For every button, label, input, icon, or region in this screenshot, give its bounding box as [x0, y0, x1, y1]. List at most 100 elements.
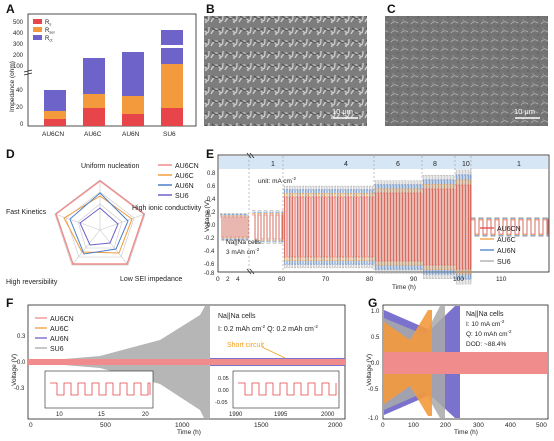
voltage-trace — [374, 192, 423, 262]
panel-label-e: E — [206, 147, 214, 161]
tick-f-x: 0 — [29, 422, 33, 429]
tick-g-y: -0.5 — [368, 387, 379, 393]
legend-rsei: Rsei — [45, 28, 55, 35]
voltage-trace — [252, 214, 284, 240]
rate-label: 1 — [517, 161, 521, 168]
tick-e-y: 0.4 — [207, 197, 216, 203]
radar-spoke — [99, 229, 129, 266]
legend-swatch-rs — [33, 19, 42, 24]
radar-axis-label: High reversibility — [6, 279, 58, 286]
rate-band — [219, 156, 548, 169]
sem-texture-b — [204, 16, 367, 126]
panel-g-frame — [382, 304, 549, 420]
radar-axis-label: Fast Kinetics — [6, 209, 47, 216]
sem-texture-c — [385, 16, 548, 126]
tick-a-y: 0 — [20, 122, 24, 128]
inset-trace-left — [50, 382, 151, 396]
voltage-trace — [283, 185, 375, 269]
radar-spoke — [71, 229, 101, 266]
rate-label: 6 — [396, 161, 400, 168]
panel-f-ylabel: Voltage (V) — [11, 354, 18, 386]
bar-au6n-rct — [122, 52, 144, 96]
inset-tick-x: 15 — [98, 412, 105, 418]
bar-au6cn-rct — [44, 90, 66, 111]
panel-e-xlabel: Time (h) — [392, 284, 416, 291]
watermark: 大众视界 — [4, 428, 41, 438]
axis-break — [246, 152, 252, 159]
panel-label-f: F — [6, 296, 13, 310]
legend-label: AU6C — [50, 326, 69, 333]
tick-g-x: 400 — [505, 422, 516, 429]
radar-axis-label: Uniform nucleation — [81, 163, 139, 170]
bar-au6n-rs — [122, 114, 144, 126]
tick-e-x: 90 — [410, 276, 418, 283]
legend-label: AU6CN — [175, 163, 199, 170]
panel-e-frame — [217, 154, 550, 273]
inset-tick-x: 1990 — [229, 412, 243, 418]
legend-swatch-rsei — [33, 27, 42, 32]
inset-tick-y: 0.00 — [218, 388, 229, 394]
panel-label-b: B — [206, 2, 215, 16]
trace-au6cn-band — [384, 352, 547, 374]
voltage-traces-f — [28, 306, 345, 420]
bar-au6n-rsei — [122, 96, 144, 114]
axis-break — [249, 268, 255, 275]
legend-label: AU6CN — [497, 226, 521, 233]
tick-e-y: -0.4 — [204, 249, 215, 255]
tick-a-y: 100 — [13, 64, 24, 70]
axis-break — [23, 69, 33, 73]
panel-g-xlabel: Time (h) — [454, 429, 478, 436]
category-label: AU6C — [84, 131, 102, 138]
tick-f-x: 2000 — [328, 422, 343, 429]
inset-tick-x: 2000 — [321, 412, 335, 418]
tick-e-y: 0.8 — [207, 171, 216, 177]
tick-e-y: 0.6 — [207, 184, 216, 190]
tick-g-y: 0.0 — [371, 361, 380, 367]
legend-label: AU6C — [175, 173, 194, 180]
inset-trace-right — [238, 382, 337, 396]
voltage-trace — [455, 184, 472, 270]
axis-break — [249, 152, 255, 159]
scalebar-label-c: 10 μm — [514, 107, 535, 116]
short-circuit-arrow — [261, 346, 286, 359]
tick-e-x: 110 — [496, 276, 507, 283]
tick-e-y: -0.2 — [204, 236, 215, 242]
radar-spoke — [54, 213, 101, 231]
rate-label: 4 — [344, 161, 348, 168]
voltage-traces-e — [220, 169, 549, 285]
panel-a-frame — [27, 13, 197, 127]
legend-rs: Rs — [45, 20, 51, 27]
tick-f-y: 0.3 — [17, 334, 26, 340]
voltage-traces-g — [384, 306, 547, 418]
condition-text: I: 0.2 mAh cm-2 Q: 0.2 mAh cm-2 — [218, 324, 318, 333]
tick-e-y: -0.8 — [204, 271, 215, 277]
legend-label: AU6CN — [50, 316, 74, 323]
tick-a-y: 40 — [16, 88, 23, 94]
tick-e-x: 0 — [216, 276, 220, 283]
panel-label-d: D — [6, 147, 15, 161]
inset-tick-y: 0.05 — [218, 376, 229, 382]
tick-e-x: 80 — [366, 276, 374, 283]
radar-axis-label: Low SEI impedance — [120, 276, 182, 283]
panel-label-c: C — [387, 2, 396, 16]
tick-e-y: 0.2 — [207, 210, 216, 216]
tick-g-x: 500 — [536, 422, 547, 429]
voltage-trace — [471, 219, 549, 235]
category-label: AU6CN — [42, 131, 64, 138]
rate-label: 10 — [462, 161, 470, 168]
tick-f-x: 1000 — [175, 422, 190, 429]
category-label: SU6 — [163, 131, 176, 138]
bar-break — [159, 45, 185, 48]
voltage-trace — [422, 188, 456, 266]
tick-g-x: 300 — [473, 422, 484, 429]
cell-text: Na||Na cells — [466, 311, 504, 318]
radar-au6cn — [55, 180, 145, 265]
tick-e-x: 70 — [322, 276, 330, 283]
tick-g-y: 1.0 — [371, 309, 380, 315]
capacity-text: Q: 10 mAh cm-2 — [466, 329, 512, 338]
axis-break — [246, 268, 252, 275]
voltage-trace — [252, 213, 284, 241]
panel-d-radar: Uniform nucleation High ionic conductivi… — [6, 163, 202, 286]
panel-g-ylabel: Voltage (V) — [366, 354, 373, 386]
